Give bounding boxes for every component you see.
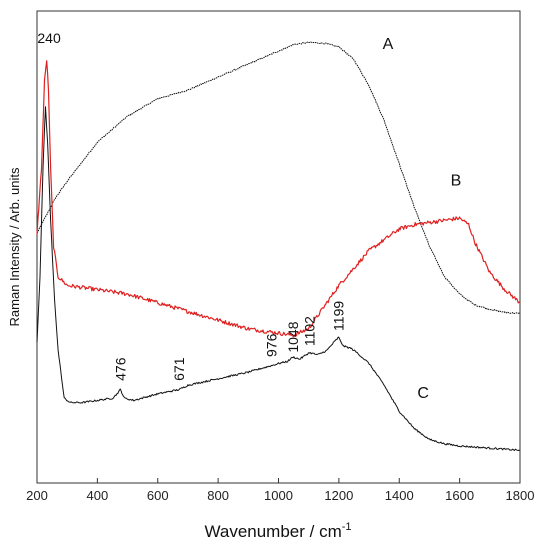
x-tick-label: 1000: [264, 488, 293, 503]
x-tick-label: 400: [87, 488, 109, 503]
y-axis-title: Raman Intensity / Arb. units: [7, 167, 22, 326]
plot-frame: [36, 10, 521, 484]
peak-label: 1102: [301, 316, 317, 346]
x-tick-label: 200: [26, 488, 48, 503]
x-tick-label: 1800: [506, 488, 535, 503]
x-tick-label: 1200: [324, 488, 353, 503]
x-axis: 200 400 600 800 1000 1200 1400 1600 1800: [26, 478, 534, 503]
x-tick-label: 600: [147, 488, 169, 503]
peak-annotations: 240 476 671 976 1048 1102 1199: [37, 30, 346, 381]
series-line-b: [36, 60, 521, 338]
series-line-a: [36, 41, 521, 315]
plot-area: [36, 10, 521, 484]
series-labels: A B C: [383, 36, 462, 402]
series-label-c: C: [417, 385, 429, 402]
x-tick-label: 800: [207, 488, 229, 503]
series-label-b: B: [451, 173, 462, 190]
series-label-a: A: [383, 36, 394, 53]
series-line-c: [36, 106, 520, 451]
series-lines: [36, 41, 521, 451]
peak-label: 671: [171, 357, 187, 381]
x-tick-label: 1600: [445, 488, 474, 503]
peak-label: 976: [263, 333, 279, 357]
peak-label: 476: [112, 357, 128, 381]
x-axis-title-superscript: -1: [342, 521, 352, 533]
x-axis-title-text: Wavenumber / cm: [204, 522, 341, 541]
x-axis-title: Wavenumber / cm-1: [204, 521, 351, 541]
peak-label-main: 240: [37, 30, 61, 46]
peak-label: 1048: [285, 321, 301, 352]
peak-label: 1199: [331, 301, 347, 331]
x-tick-label: 1400: [385, 488, 414, 503]
